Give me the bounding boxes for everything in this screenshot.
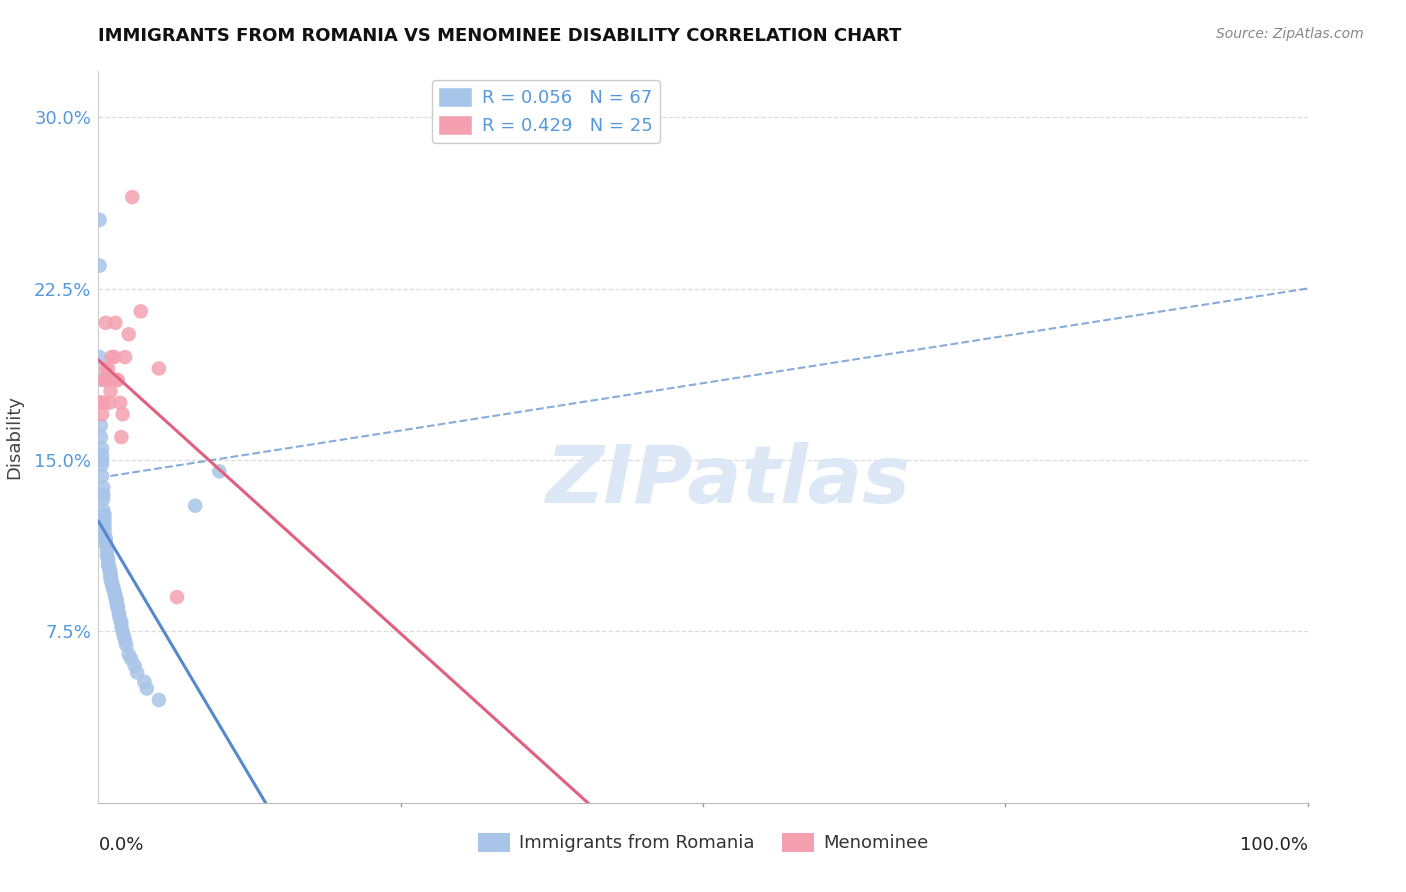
Y-axis label: Disability: Disability — [6, 395, 22, 479]
Point — [98, 396, 121, 410]
Point — [94, 361, 117, 376]
Point — [108, 608, 131, 623]
Point — [110, 620, 132, 634]
Point — [105, 597, 128, 611]
Point — [118, 327, 141, 342]
Point — [97, 556, 120, 570]
Point — [90, 430, 112, 444]
Point — [148, 361, 170, 376]
Text: 0.0%: 0.0% — [98, 836, 143, 854]
Point — [94, 531, 117, 545]
Point — [108, 606, 131, 620]
Point — [103, 583, 125, 598]
Point — [100, 569, 122, 583]
Point — [91, 453, 114, 467]
Point — [184, 499, 207, 513]
Point — [107, 373, 129, 387]
Point — [89, 350, 111, 364]
Point — [110, 615, 132, 630]
Point — [100, 350, 122, 364]
Point — [90, 418, 112, 433]
Point — [108, 396, 131, 410]
Point — [110, 430, 132, 444]
Point — [105, 592, 128, 607]
Point — [100, 565, 122, 579]
Point — [114, 350, 136, 364]
Point — [91, 491, 114, 506]
Point — [96, 549, 118, 563]
Point — [94, 316, 117, 330]
Point — [135, 681, 157, 696]
Point — [90, 396, 112, 410]
Point — [89, 396, 111, 410]
Point — [118, 647, 141, 661]
Point — [105, 373, 128, 387]
Point — [97, 558, 120, 573]
Point — [101, 579, 124, 593]
Point — [121, 190, 143, 204]
Point — [115, 638, 138, 652]
Point — [96, 373, 118, 387]
Point — [105, 595, 128, 609]
Point — [127, 665, 149, 680]
Point — [100, 567, 122, 582]
Point — [93, 512, 115, 526]
Point — [91, 487, 114, 501]
Point — [91, 458, 114, 472]
Point — [93, 521, 115, 535]
Point — [96, 544, 118, 558]
Point — [101, 581, 124, 595]
Text: 100.0%: 100.0% — [1240, 836, 1308, 854]
Point — [97, 361, 120, 376]
Point — [90, 373, 112, 387]
Point — [108, 613, 131, 627]
Point — [104, 316, 127, 330]
Point — [89, 213, 111, 227]
Point — [103, 350, 125, 364]
Point — [98, 563, 121, 577]
Point — [111, 624, 134, 639]
Point — [93, 516, 115, 531]
Text: Source: ZipAtlas.com: Source: ZipAtlas.com — [1216, 27, 1364, 41]
Point — [97, 551, 120, 566]
Point — [148, 693, 170, 707]
Legend: Immigrants from Romania, Menominee: Immigrants from Romania, Menominee — [471, 826, 935, 860]
Point — [91, 449, 114, 463]
Point — [91, 396, 114, 410]
Point — [111, 407, 134, 421]
Point — [89, 259, 111, 273]
Point — [114, 633, 136, 648]
Point — [93, 526, 115, 541]
Point — [94, 537, 117, 551]
Point — [107, 601, 129, 615]
Point — [91, 503, 114, 517]
Point — [100, 574, 122, 588]
Point — [93, 373, 115, 387]
Text: ZIPatlas: ZIPatlas — [544, 442, 910, 520]
Point — [96, 540, 118, 554]
Point — [100, 384, 122, 399]
Point — [107, 599, 129, 614]
Point — [94, 533, 117, 547]
Point — [90, 396, 112, 410]
Point — [124, 658, 146, 673]
Point — [104, 588, 127, 602]
Point — [208, 464, 231, 478]
Point — [166, 590, 188, 604]
Point — [112, 629, 135, 643]
Point — [103, 585, 125, 599]
Point — [91, 407, 114, 421]
Point — [91, 469, 114, 483]
Point — [100, 572, 122, 586]
Point — [100, 576, 122, 591]
Point — [91, 442, 114, 456]
Point — [129, 304, 152, 318]
Text: IMMIGRANTS FROM ROMANIA VS MENOMINEE DISABILITY CORRELATION CHART: IMMIGRANTS FROM ROMANIA VS MENOMINEE DIS… — [98, 27, 901, 45]
Point — [120, 652, 142, 666]
Point — [91, 480, 114, 494]
Point — [98, 560, 121, 574]
Point — [93, 508, 115, 522]
Point — [134, 674, 156, 689]
Point — [104, 590, 127, 604]
